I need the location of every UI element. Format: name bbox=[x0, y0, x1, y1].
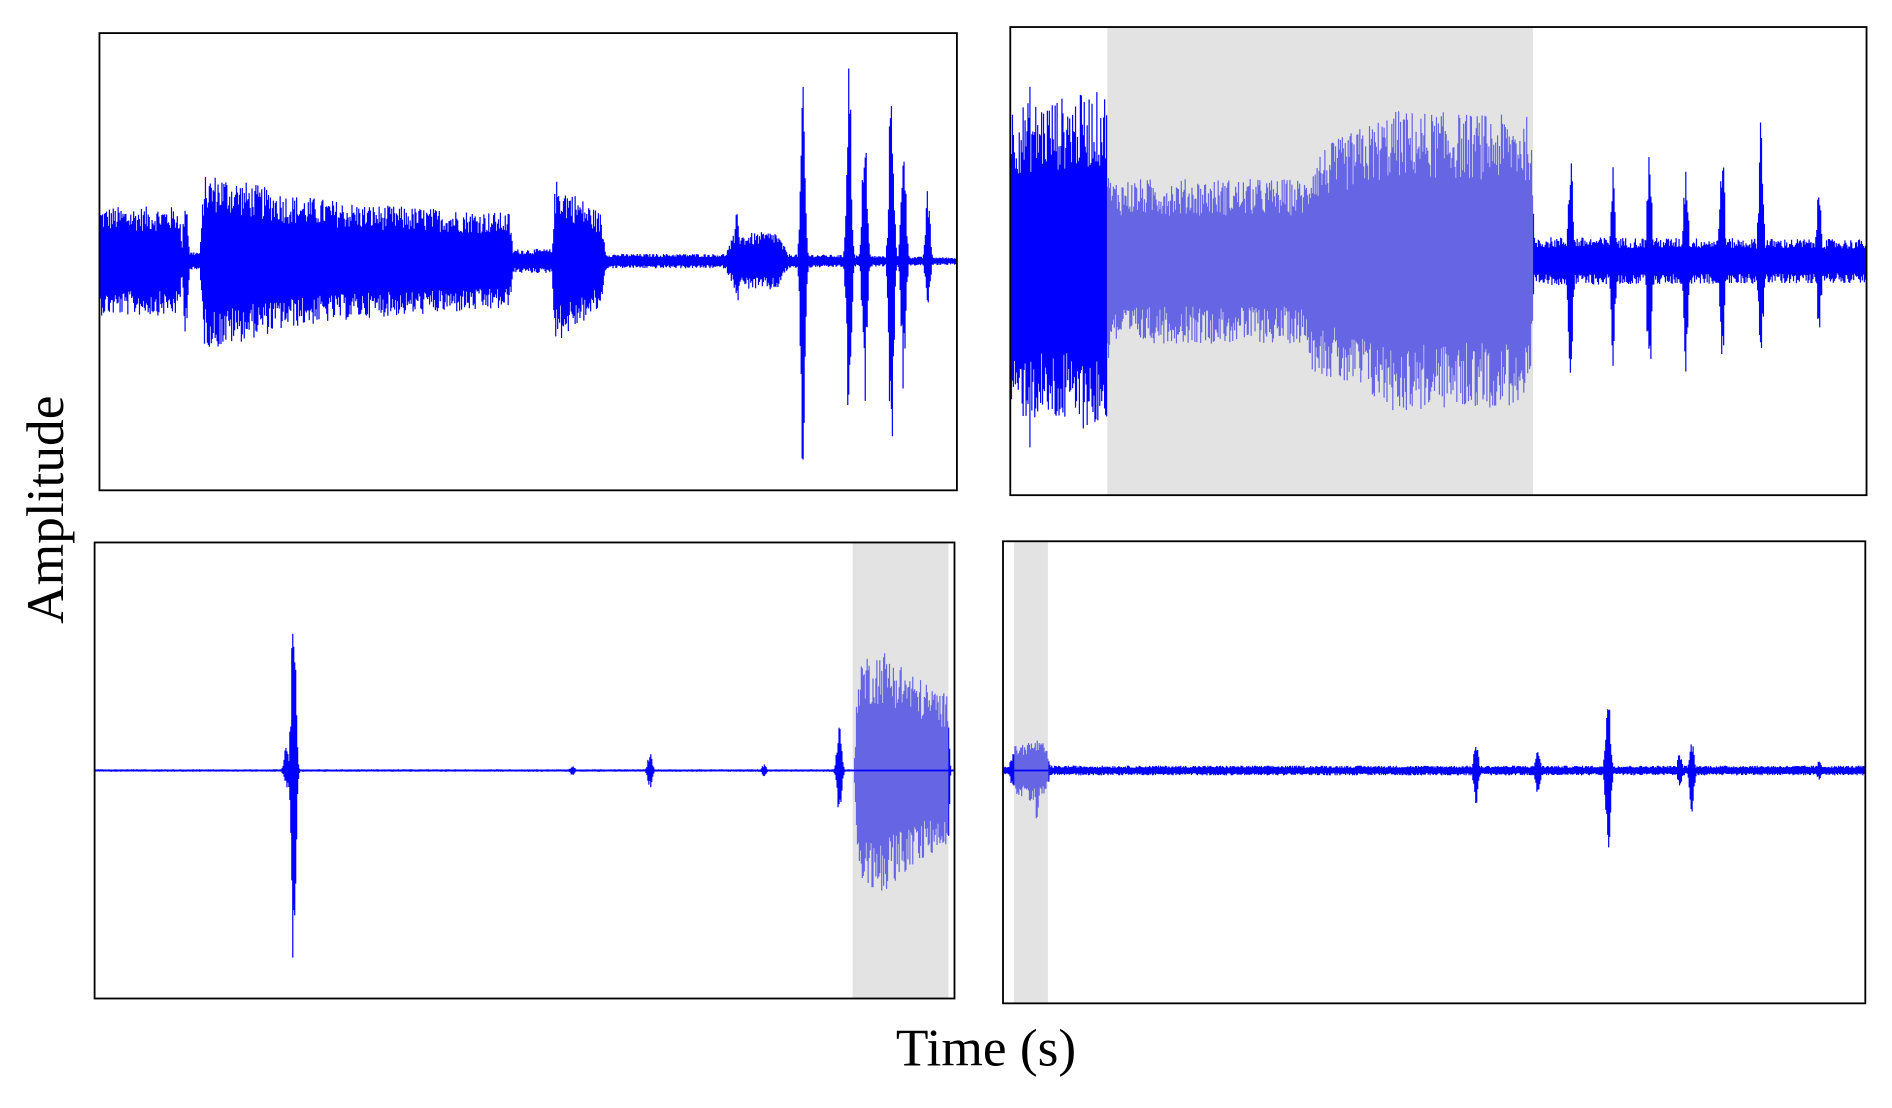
waveform bbox=[95, 633, 954, 958]
waveform-highlighted bbox=[1106, 111, 1534, 411]
panel-frame bbox=[93, 541, 956, 1000]
waveform bbox=[100, 68, 957, 460]
panel-frame bbox=[98, 32, 958, 492]
panel-frame bbox=[1002, 540, 1867, 1005]
panels bbox=[93, 26, 1868, 1005]
waveform bbox=[1010, 86, 1866, 448]
panel-frame bbox=[1009, 26, 1868, 497]
x-axis-label: Time (s) bbox=[896, 1017, 1076, 1077]
waveform bbox=[1003, 709, 1865, 848]
y-axis-label: Amplitude bbox=[15, 396, 75, 624]
